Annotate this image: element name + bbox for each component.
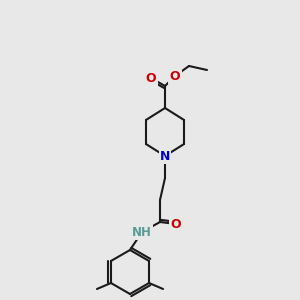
Text: O: O (171, 218, 181, 230)
Text: O: O (146, 71, 156, 85)
Text: NH: NH (132, 226, 152, 238)
Text: N: N (160, 149, 170, 163)
Text: O: O (170, 70, 180, 83)
